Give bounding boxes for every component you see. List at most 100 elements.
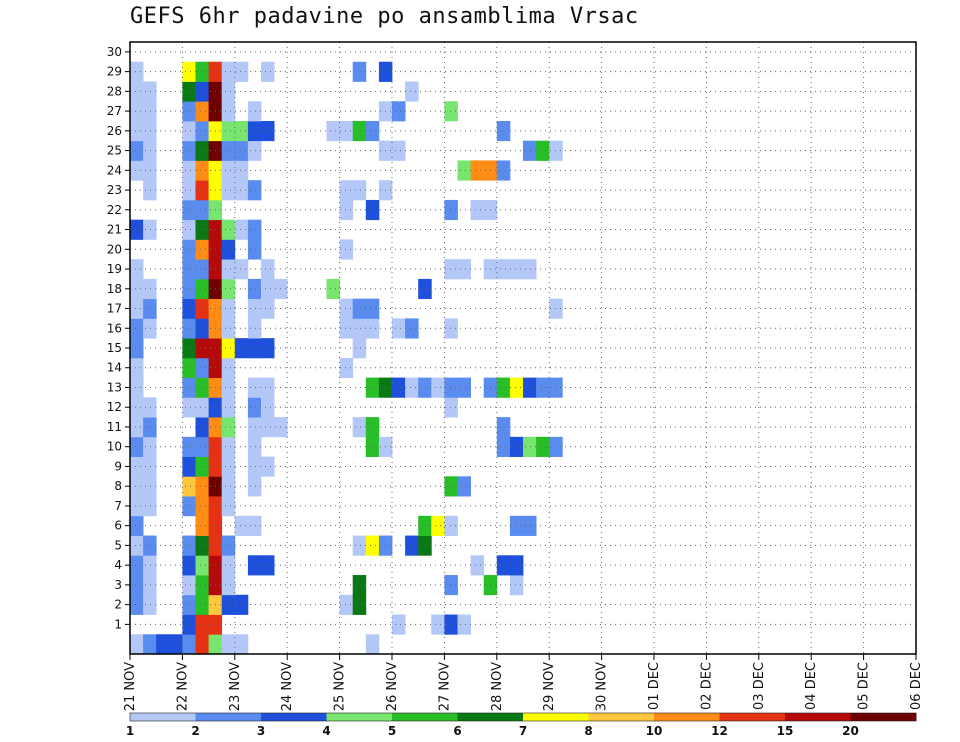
x-tick-label: 22 NOV: [175, 662, 190, 711]
heatmap-cell: [195, 120, 209, 142]
heatmap-cell: [444, 199, 458, 221]
heatmap-cell: [234, 634, 249, 655]
heatmap-cell: [339, 318, 354, 339]
cells-layer: [130, 61, 563, 655]
y-tick-label: 13: [107, 380, 122, 394]
heatmap-cell: [195, 357, 209, 379]
heatmap-cell: [496, 160, 511, 181]
heatmap-cell: [221, 436, 236, 457]
y-tick-label: 9: [114, 459, 122, 473]
heatmap-cell: [418, 377, 432, 398]
heatmap-cell: [143, 456, 157, 477]
heatmap-cell: [470, 160, 485, 181]
heatmap-cell: [509, 555, 524, 576]
heatmap-cell: [182, 338, 196, 359]
heatmap-cell: [182, 377, 196, 398]
colorbar-label: 20: [842, 724, 859, 738]
heatmap-cell: [509, 377, 524, 398]
heatmap-cell: [130, 140, 144, 161]
heatmap-cell: [195, 436, 209, 457]
heatmap-cell: [182, 634, 196, 655]
heatmap-cell: [143, 476, 157, 497]
heatmap-cell: [130, 101, 144, 122]
heatmap-cell: [261, 278, 275, 300]
heatmap-cell: [405, 377, 419, 398]
heatmap-cell: [195, 259, 209, 280]
heatmap-cell: [247, 476, 262, 497]
heatmap-cell: [444, 259, 458, 280]
heatmap-cell: [247, 140, 262, 161]
heatmap-cell: [221, 555, 236, 576]
heatmap-cell: [352, 298, 367, 319]
heatmap-cell: [221, 298, 236, 319]
heatmap-cell: [182, 199, 196, 221]
heatmap-cell: [496, 120, 511, 142]
heatmap-cell: [431, 377, 445, 398]
heatmap-cell: [182, 180, 196, 201]
heatmap-cell: [221, 338, 236, 359]
x-tick-label: 05 DEC: [857, 662, 872, 710]
colorbar-label: 10: [646, 724, 663, 738]
heatmap-cell: [496, 555, 511, 576]
y-tick-label: 10: [107, 440, 122, 454]
heatmap-cell: [143, 180, 157, 201]
x-tick-label: 26 NOV: [385, 662, 400, 711]
heatmap-cell: [195, 496, 209, 517]
colorbar-label: 1: [126, 724, 134, 738]
colorbar-swatch: [785, 713, 851, 721]
heatmap-cell: [143, 160, 157, 181]
heatmap-cell: [247, 515, 262, 536]
colorbar-label: 2: [191, 724, 199, 738]
heatmap-cell: [536, 436, 550, 457]
heatmap-cell: [247, 101, 262, 122]
heatmap-cell: [130, 634, 144, 655]
heatmap-cell: [365, 199, 380, 221]
heatmap-cell: [221, 180, 236, 201]
heatmap-cell: [143, 555, 157, 576]
heatmap-cell: [143, 417, 157, 438]
heatmap-cell: [130, 357, 144, 379]
y-tick-label: 22: [107, 203, 122, 217]
heatmap-cell: [195, 456, 209, 477]
y-tick-label: 16: [107, 321, 122, 335]
x-tick-label: 27 NOV: [437, 662, 452, 711]
colorbar-swatch: [326, 713, 393, 721]
heatmap-cell: [130, 278, 144, 300]
heatmap-cell: [195, 278, 209, 300]
heatmap-cell: [392, 614, 406, 635]
heatmap-cell: [143, 140, 157, 161]
heatmap-cell: [143, 101, 157, 122]
heatmap-cell: [195, 180, 209, 201]
heatmap-cell: [261, 259, 275, 280]
heatmap-cell: [221, 397, 236, 418]
heatmap-cell: [221, 575, 236, 596]
heatmap-cell: [247, 417, 262, 438]
heatmap-cell: [195, 515, 209, 536]
y-tick-label: 11: [107, 420, 122, 434]
heatmap-cell: [221, 594, 236, 615]
x-tick-label: 21 NOV: [123, 662, 138, 711]
heatmap-cell: [509, 575, 524, 596]
colorbar-swatch: [588, 713, 655, 721]
y-tick-label: 26: [107, 124, 122, 138]
heatmap-cell: [470, 555, 485, 576]
heatmap-cell: [352, 594, 367, 615]
y-tick-label: 14: [107, 361, 122, 375]
heatmap-cell: [339, 357, 354, 379]
heatmap-cell: [221, 634, 236, 655]
heatmap-cell: [536, 140, 550, 161]
y-tick-label: 5: [114, 538, 122, 552]
heatmap-cell: [182, 120, 196, 142]
grid-layer: [130, 42, 916, 654]
heatmap-cell: [431, 614, 445, 635]
y-tick-label: 4: [114, 558, 122, 572]
y-tick-label: 6: [114, 519, 122, 533]
heatmap-cell: [195, 199, 209, 221]
heatmap-cell: [365, 634, 380, 655]
heatmap-cell: [130, 120, 144, 142]
heatmap-cell: [195, 298, 209, 319]
heatmap-cell: [221, 160, 236, 181]
heatmap-cell: [339, 199, 354, 221]
heatmap-cell: [365, 318, 380, 339]
x-tick-label: 23 NOV: [228, 662, 243, 711]
